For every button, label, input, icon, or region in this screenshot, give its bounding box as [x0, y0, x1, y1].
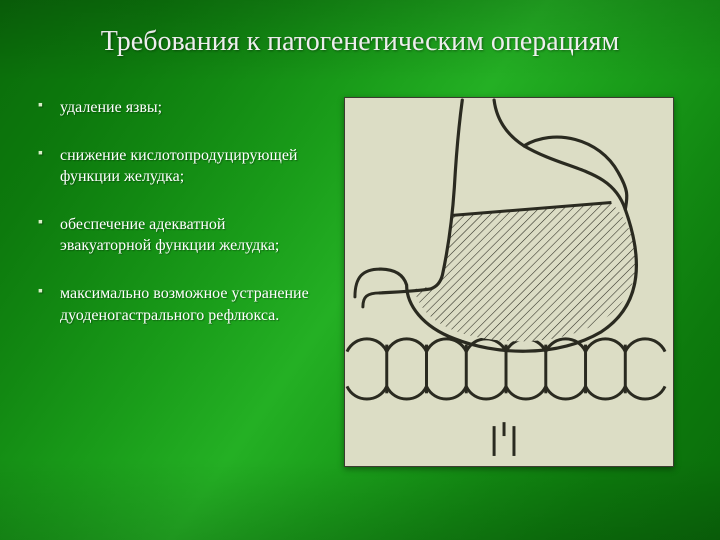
bullet-item: максимально возможное устранение дуодено… [36, 283, 316, 326]
bullet-item: обеспечение адекватной эвакуаторной функ… [36, 214, 316, 257]
bullet-item: удаление язвы; [36, 97, 316, 119]
bullet-list: удаление язвы; снижение кислотопродуциру… [36, 97, 316, 352]
slide-title: Требования к патогенетическим операциям [36, 24, 684, 59]
figure-container [334, 97, 684, 467]
content-row: удаление язвы; снижение кислотопродуциру… [36, 97, 684, 467]
slide: Требования к патогенетическим операциям … [0, 0, 720, 540]
stomach-diagram [344, 97, 674, 467]
bullet-item: снижение кислотопродуцирующей функции же… [36, 145, 316, 188]
